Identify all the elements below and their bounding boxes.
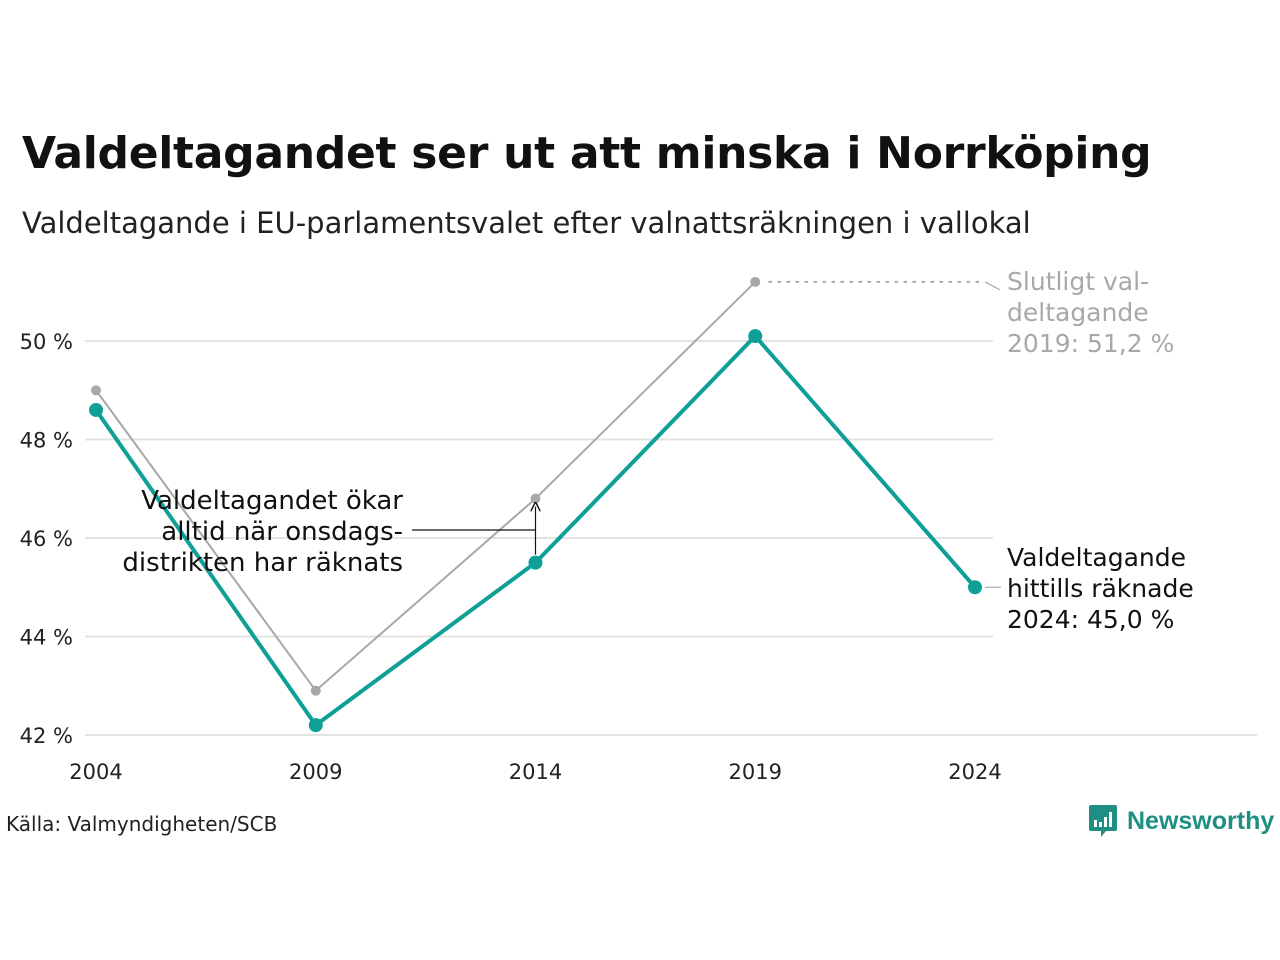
counted-annotation-line: 2024: 45,0 % xyxy=(1007,605,1174,634)
y-tick-label: 42 % xyxy=(20,724,73,748)
x-tick-label: 2009 xyxy=(289,760,342,784)
data-point-final xyxy=(91,385,101,396)
note-annotation-line: Valdeltagandet ökar xyxy=(141,486,403,516)
newsworthy-logo-icon xyxy=(1089,805,1117,837)
chart-title: Valdeltagandet ser ut att minska i Norrk… xyxy=(22,128,1152,179)
x-tick-label: 2004 xyxy=(69,760,122,784)
note-annotation-line: distrikten har räknats xyxy=(122,548,403,578)
data-point-counted xyxy=(308,718,323,733)
counted-annotation-line: hittills räknade xyxy=(1007,574,1194,603)
brand-name: Newsworthy xyxy=(1127,806,1275,835)
data-point-counted xyxy=(748,329,763,344)
data-point-final xyxy=(530,493,541,504)
final-annotation-line: 2019: 51,2 % xyxy=(1007,329,1174,358)
final-annotation-line: Slutligt val- xyxy=(1007,267,1149,296)
y-tick-label: 50 % xyxy=(20,330,73,354)
newsworthy-logo: Newsworthy xyxy=(1088,803,1274,839)
data-point-counted xyxy=(968,580,982,595)
x-tick-label: 2019 xyxy=(729,760,782,784)
counted-annotation-line: Valdeltagande xyxy=(1007,543,1186,572)
final-annotation-line: deltagande xyxy=(1007,298,1149,327)
data-point-final xyxy=(310,685,321,696)
source-note: Källa: Valmyndigheten/SCB xyxy=(6,812,278,836)
final-leader-tick xyxy=(984,281,1001,291)
x-tick-label: 2024 xyxy=(948,760,1001,784)
note-annotation-line: alltid när onsdags- xyxy=(161,517,403,547)
y-tick-label: 48 % xyxy=(20,429,73,453)
data-point-counted xyxy=(89,402,103,417)
y-tick-label: 44 % xyxy=(20,626,73,650)
data-point-counted xyxy=(528,555,543,570)
series-line-final xyxy=(95,281,756,692)
chart-subtitle: Valdeltagande i EU-parlamentsvalet efter… xyxy=(22,206,1031,240)
data-point-final xyxy=(750,276,761,287)
y-tick-label: 46 % xyxy=(20,527,73,551)
x-tick-label: 2014 xyxy=(509,760,562,784)
